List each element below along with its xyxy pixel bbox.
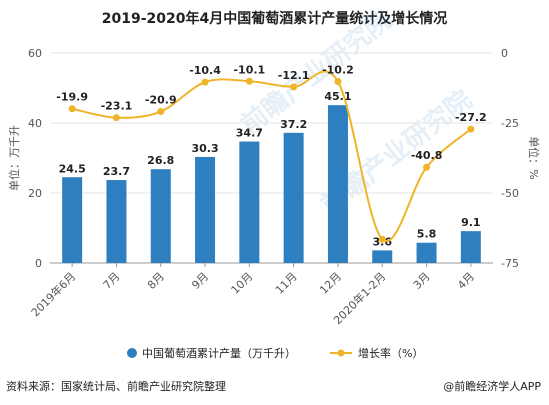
line-value-label: -40.8 xyxy=(411,149,443,162)
line-value-label: -10.1 xyxy=(233,63,265,76)
line-value-label: -10.4 xyxy=(189,64,221,77)
bar-value-label: 30.3 xyxy=(191,142,218,155)
bar xyxy=(150,169,171,263)
watermark: 前瞻产业研究院 前瞻产业研究院 xyxy=(235,4,478,220)
line-value-label: -19.9 xyxy=(56,91,88,104)
left-tick-label: 40 xyxy=(28,117,42,130)
source-note: 资料来源：国家统计局、前瞻产业研究院整理 xyxy=(6,380,226,393)
right-axis-ticks: 0 -25 -50 -75 xyxy=(501,47,519,270)
x-tick-label: 12月 xyxy=(317,270,344,297)
right-tick-label: -75 xyxy=(501,257,519,270)
x-tick-label: 4月 xyxy=(455,270,477,292)
x-tick-label: 11月 xyxy=(273,270,300,297)
bar xyxy=(239,141,260,263)
line-value-label: -27.2 xyxy=(455,111,487,124)
bar xyxy=(62,177,83,263)
bar-value-label: 5.8 xyxy=(417,228,437,241)
x-tick-label: 10月 xyxy=(229,270,256,297)
right-axis-title: 单位：% xyxy=(527,136,541,179)
line-point xyxy=(201,78,209,86)
bar-value-label: 37.2 xyxy=(280,118,307,131)
line-point xyxy=(157,108,165,116)
line-point xyxy=(112,114,120,122)
bar xyxy=(195,156,216,263)
bar-data-labels: 24.523.726.830.334.737.245.13.65.89.1 xyxy=(59,90,481,248)
line-point xyxy=(334,78,342,86)
legend-bar-label: 中国葡萄酒累计产量（万千升） xyxy=(142,346,296,360)
line-data-labels: -19.9 -23.1 -20.9 -10.4 -10.1 -12.1 -10.2 -40.8… xyxy=(56,63,486,162)
line-point xyxy=(467,125,475,133)
line-point xyxy=(290,83,298,91)
bar xyxy=(460,231,481,263)
line-point xyxy=(68,105,76,113)
bar-value-label: 9.1 xyxy=(461,216,481,229)
line-point xyxy=(245,77,253,85)
bar xyxy=(416,242,437,263)
left-axis-ticks: 0 20 40 60 xyxy=(28,47,42,270)
line-value-label: -23.1 xyxy=(101,100,133,113)
left-tick-label: 0 xyxy=(35,257,42,270)
bar xyxy=(327,105,348,264)
line-point xyxy=(423,163,431,171)
bar-value-label: 34.7 xyxy=(236,127,263,140)
legend-bar-swatch xyxy=(127,348,137,358)
x-tick-label: 7月 xyxy=(101,270,123,292)
chart-title: 2019-2020年4月中国葡萄酒累计产量统计及增长情况 xyxy=(101,11,448,27)
bar-series xyxy=(62,105,481,264)
line-point xyxy=(378,235,386,243)
right-tick-label: -50 xyxy=(501,187,519,200)
brand-credit: @前瞻经济学人APP xyxy=(443,380,541,393)
line-value-label: -12.1 xyxy=(278,69,310,82)
legend-line-marker xyxy=(337,349,345,357)
x-tick-label: 8月 xyxy=(145,270,167,292)
left-axis-title: 单位：万千升 xyxy=(7,125,21,191)
x-tick-label: 9月 xyxy=(189,270,211,292)
line-value-label: -10.2 xyxy=(322,64,354,77)
legend-line-label: 增长率（%） xyxy=(358,346,423,360)
left-tick-label: 20 xyxy=(28,187,42,200)
bar xyxy=(283,132,304,263)
bar-value-label: 24.5 xyxy=(59,162,86,175)
line-value-label: -20.9 xyxy=(145,94,177,107)
bar-value-label: 45.1 xyxy=(324,90,351,103)
line-series xyxy=(68,70,475,243)
legend: 中国葡萄酒累计产量（万千升） 增长率（%） xyxy=(127,346,423,360)
right-tick-label: -25 xyxy=(501,117,519,130)
bar xyxy=(106,180,127,263)
right-tick-label: 0 xyxy=(501,47,508,60)
x-tick-label: 2019年6月 xyxy=(28,269,78,319)
bar-value-label: 23.7 xyxy=(103,165,130,178)
bar xyxy=(372,250,393,263)
left-tick-label: 60 xyxy=(28,47,42,60)
x-tick-label: 3月 xyxy=(411,270,433,292)
bar-value-label: 26.8 xyxy=(147,154,174,167)
